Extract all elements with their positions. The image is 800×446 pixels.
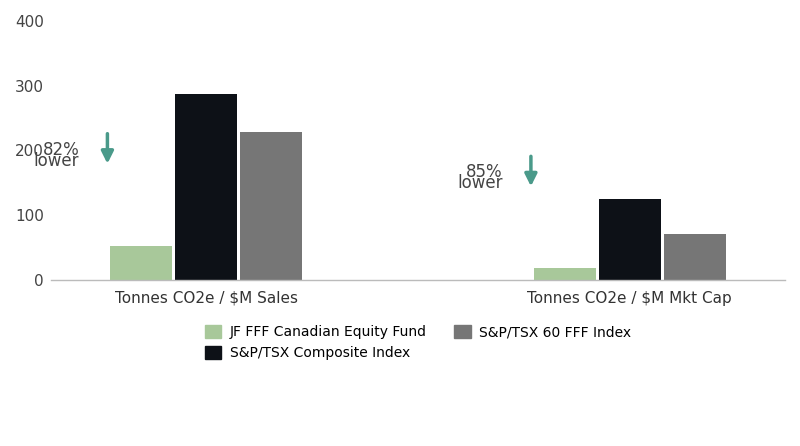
Bar [240,132,302,280]
Bar [175,94,238,280]
Bar [663,234,726,280]
Bar [534,268,596,280]
Text: 85%: 85% [466,163,502,181]
Text: lower: lower [34,152,79,169]
Legend: JF FFF Canadian Equity Fund, S&P/TSX Composite Index, S&P/TSX 60 FFF Index: JF FFF Canadian Equity Fund, S&P/TSX Com… [205,325,631,360]
Text: 82%: 82% [42,140,79,159]
Text: lower: lower [457,174,502,192]
Bar [110,246,172,280]
Bar [598,199,661,280]
